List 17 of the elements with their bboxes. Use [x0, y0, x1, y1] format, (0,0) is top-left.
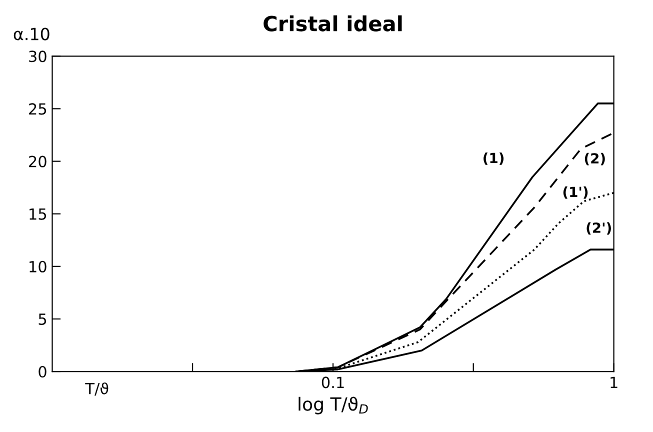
series-label: (2)	[584, 152, 605, 166]
y-tick-label: 15	[30, 208, 46, 220]
series-label: (1')	[563, 186, 588, 199]
chart-title: Cristal ideal	[264, 15, 402, 32]
text: T/ϑ	[85, 382, 108, 396]
text: (1)	[484, 152, 504, 165]
y-tick-label: 5	[38, 314, 46, 325]
y-tick-label: 10	[30, 260, 46, 272]
y-tick-label: 30	[29, 50, 46, 62]
series-label: (2')	[586, 222, 611, 235]
y-axis-title: α.10	[14, 28, 50, 40]
x-tick-label: 1	[610, 376, 618, 388]
x-tick-label: 0.1	[322, 376, 344, 388]
y-tick-label: 25	[29, 103, 46, 115]
y-tick-label: 20	[29, 156, 46, 168]
y-tick-label: 0	[38, 366, 46, 378]
x-axis-title: log T/ϑ$_{D}$	[298, 396, 368, 414]
